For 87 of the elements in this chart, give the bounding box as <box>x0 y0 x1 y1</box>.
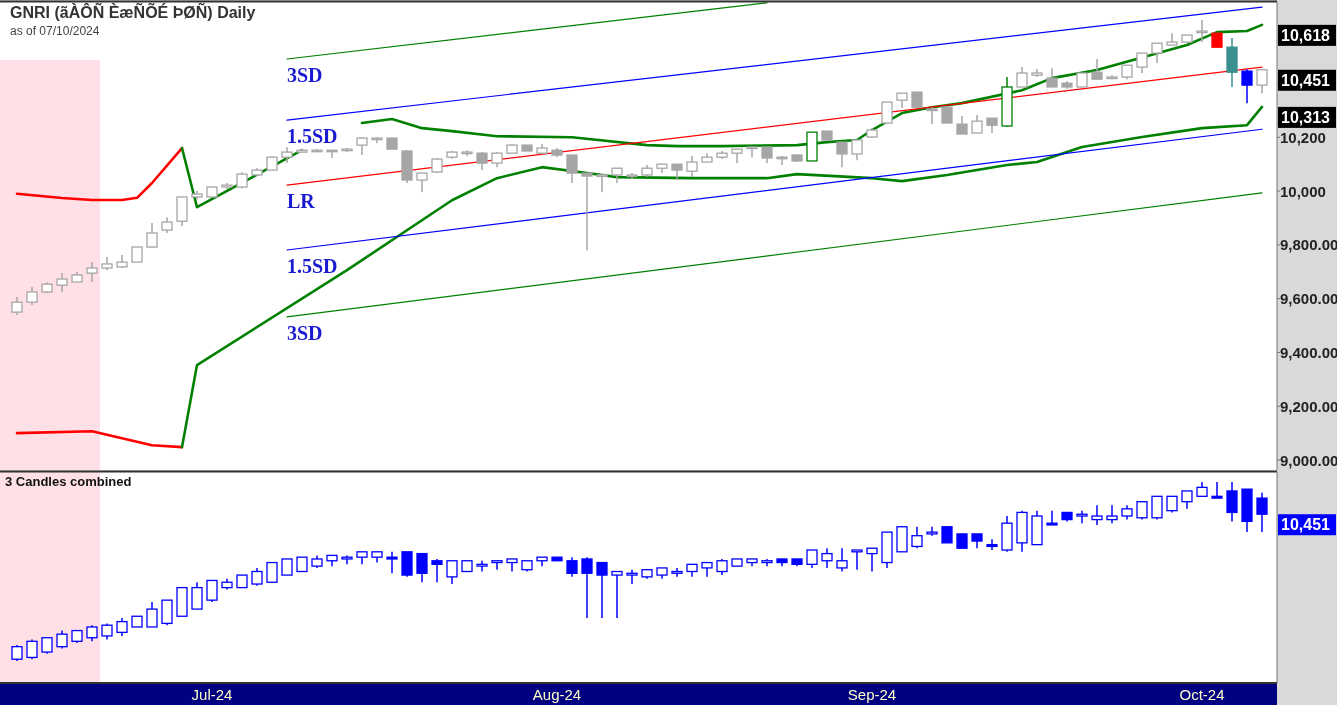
candlestick <box>866 547 878 573</box>
candlestick <box>26 286 38 306</box>
data-label: 10,618 <box>1281 26 1331 44</box>
candlestick <box>1241 68 1253 104</box>
line-series <box>15 429 184 449</box>
candlestick <box>851 549 863 571</box>
candlestick <box>506 558 518 573</box>
candlestick <box>1151 495 1163 521</box>
candlestick <box>671 567 683 578</box>
candlestick <box>1046 509 1058 526</box>
candlestick <box>1091 504 1103 526</box>
candlestick <box>971 114 983 134</box>
x-tick-label: Oct-24 <box>1179 686 1225 703</box>
candlestick <box>476 560 488 573</box>
candlestick <box>836 141 848 168</box>
candlestick <box>416 172 428 193</box>
candlestick <box>596 173 608 193</box>
annotation: 3SD <box>287 321 323 344</box>
x-tick-label: Aug-24 <box>532 686 582 703</box>
annotation: 1.5SD <box>287 125 338 148</box>
candlestick <box>1136 52 1148 74</box>
candlestick <box>161 599 173 626</box>
candlestick <box>851 139 863 161</box>
candlestick <box>1016 66 1028 88</box>
candlestick <box>86 261 98 283</box>
candlestick <box>446 560 458 585</box>
candlestick <box>581 172 593 252</box>
candlestick <box>746 146 758 158</box>
x-tick-label: Jul-24 <box>191 686 233 703</box>
candlestick <box>206 579 218 603</box>
candlestick <box>56 272 68 293</box>
chart-title: 3 Candles combined <box>5 474 132 489</box>
candlestick <box>401 551 413 578</box>
candlestick <box>266 561 278 583</box>
candlestick <box>11 296 23 316</box>
candlestick <box>566 556 578 578</box>
text: 10,451 <box>1281 71 1330 89</box>
candlestick <box>881 101 893 124</box>
candlestick <box>491 560 503 571</box>
candlestick <box>1106 504 1118 524</box>
text: as of 07/10/2024 <box>10 24 100 38</box>
y-tick-label: 9,800.00 <box>1280 236 1337 254</box>
candlestick <box>386 551 398 575</box>
data-label: 10,313 <box>1281 108 1331 126</box>
candlestick <box>581 556 593 619</box>
candlestick <box>836 547 848 573</box>
line-series <box>180 105 1264 449</box>
line-series <box>15 146 184 202</box>
chart-title: GNRI (ãÀÔÑ ÈæÑÕÉ ÞØÑ) Daily <box>10 2 256 21</box>
candlestick <box>686 155 698 178</box>
candlestick <box>911 526 923 549</box>
y-tick-label: 10,200 <box>1280 128 1326 146</box>
candlestick <box>1256 491 1268 533</box>
candlestick <box>611 570 623 619</box>
candlestick <box>146 601 158 628</box>
candlestick <box>146 222 158 249</box>
candlestick <box>1151 42 1163 64</box>
annotation: 1.5SD <box>287 254 338 277</box>
candlestick <box>956 115 968 135</box>
annotation: 3SD <box>287 64 323 87</box>
y-tick-label: 9,200.00 <box>1280 397 1337 415</box>
candlestick <box>926 106 938 125</box>
candlestick <box>626 568 638 585</box>
candlestick <box>986 538 998 551</box>
y-tick-label: 10,000 <box>1280 182 1326 200</box>
candlestick <box>26 638 38 660</box>
candlestick <box>1091 58 1103 80</box>
candlestick <box>1076 509 1088 524</box>
candlestick <box>1211 481 1223 499</box>
candlestick <box>1256 69 1268 94</box>
candlestick <box>416 552 428 583</box>
x-tick-label: Sep-24 <box>847 686 897 703</box>
y-tick-label: 9,000.00 <box>1280 451 1337 469</box>
y-tick-label: 9,600.00 <box>1280 290 1337 308</box>
candlestick <box>1226 481 1238 523</box>
candlestick <box>476 151 488 171</box>
candlestick <box>566 154 578 184</box>
candlestick <box>341 554 353 566</box>
candlestick <box>1046 67 1058 88</box>
candlestick <box>596 561 608 619</box>
candlestick <box>821 547 833 569</box>
text: 10,451 <box>1281 516 1330 534</box>
candlestick <box>191 581 203 610</box>
candlestick <box>1196 19 1208 43</box>
y-tick-label: 9,400.00 <box>1280 343 1337 361</box>
annotation: LR <box>287 190 316 213</box>
candlestick <box>431 558 443 583</box>
